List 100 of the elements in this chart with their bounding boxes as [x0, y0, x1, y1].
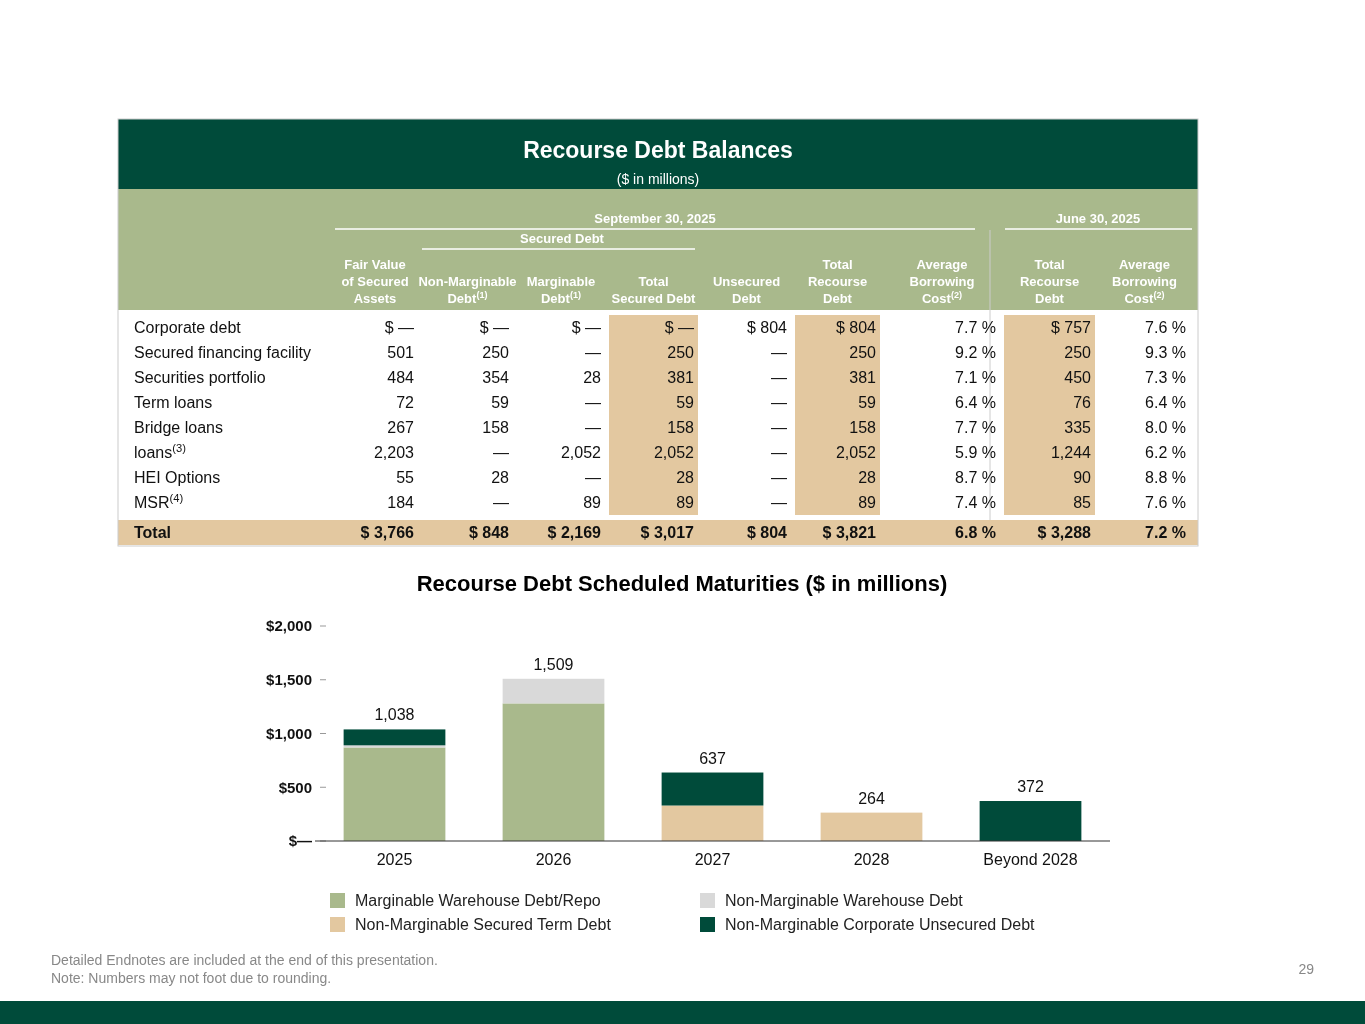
text: $ — — [384, 319, 414, 336]
bar — [661, 805, 764, 841]
data-label: 250 — [667, 344, 695, 361]
y-tick-label: $2,000 — [266, 617, 312, 635]
data-label: 1,244 — [1050, 444, 1092, 461]
chart-subtitle: ($ in millions) — [616, 171, 700, 187]
text: Note: Numbers may not foot due to rounding. — [51, 970, 332, 986]
data-label: 6.4 % — [955, 394, 996, 411]
data-label: 7.1 % — [955, 369, 996, 386]
data-label: $ 757 — [1050, 319, 1092, 336]
data-label: 484 — [387, 369, 415, 386]
y-tick-label: HEI Options — [134, 469, 221, 486]
total-label: 637 — [699, 749, 726, 767]
text: Detailed Endnotes are included at the end of this presentation. — [51, 952, 438, 968]
legend-label: Non-Marginable Corporate Unsecured Debt — [725, 916, 1036, 933]
data-label: 450 — [1064, 369, 1092, 386]
x-tick-label: Total Recourse Debt — [807, 257, 868, 306]
data-label: 7.4 % — [955, 494, 996, 511]
data-label: 9.3 % — [1145, 344, 1186, 361]
data-label: $ 3,288 — [1037, 524, 1092, 541]
text: — — [493, 444, 509, 461]
data-label: 381 — [849, 369, 877, 386]
data-label: 28 — [858, 469, 877, 486]
data-label: 72 — [396, 394, 415, 411]
data-label: 76 — [1073, 394, 1092, 411]
data-label: 158 — [482, 419, 510, 436]
bar — [502, 678, 605, 704]
text: $ — — [664, 319, 694, 336]
total-label: 1,038 — [374, 706, 415, 724]
x-tick-label: Marginable Debt$^{(1)}$ — [526, 274, 596, 306]
x-tick-label: 2027 — [694, 850, 731, 868]
chart-title: Recourse Debt Balances — [523, 137, 793, 163]
data-label: 7.6 % — [1145, 319, 1186, 336]
data-label: 2,203 — [373, 444, 415, 461]
data-label: 335 — [1064, 419, 1092, 436]
x-tick-label: Fair Value of Secured Assets — [341, 257, 409, 306]
text: — — [771, 419, 787, 436]
data-label: 7.7 % — [955, 419, 996, 436]
data-label: 28 — [491, 469, 510, 486]
text: — — [771, 469, 787, 486]
y-tick-label: Term loans — [134, 394, 213, 411]
data-label: 250 — [849, 344, 877, 361]
data-label: 7.2 % — [1145, 524, 1186, 541]
data-label: 354 — [482, 369, 510, 386]
data-label: 28 — [583, 369, 602, 386]
data-label: 250 — [1064, 344, 1092, 361]
data-label: 2,052 — [560, 444, 602, 461]
x-tick-label: Beyond 2028 — [983, 850, 1078, 868]
legend-label: Non-Marginable Secured Term Debt — [355, 916, 612, 933]
y-tick-label: MSR$^{(4)}$ — [134, 492, 184, 511]
text: $ — — [479, 319, 509, 336]
text: — — [493, 494, 509, 511]
bar — [979, 801, 1082, 841]
y-tick-label: $1,000 — [266, 724, 312, 742]
data-label: 59 — [676, 394, 695, 411]
bar — [343, 729, 446, 746]
text: — — [771, 369, 787, 386]
data-label: 55 — [396, 469, 415, 486]
data-label: 9.2 % — [955, 344, 996, 361]
data-label: $ 2,169 — [547, 524, 602, 541]
x-tick-label: Non-Marginable Debt$^{(1)}$ — [418, 274, 517, 306]
data-label: 158 — [667, 419, 695, 436]
data-label: 250 — [482, 344, 510, 361]
bar — [343, 745, 446, 748]
text: June 30, 2025 — [1055, 211, 1141, 226]
data-label: 28 — [676, 469, 695, 486]
y-tick-label: Securities portfolio — [134, 369, 266, 386]
text: — — [771, 494, 787, 511]
text: — — [585, 344, 601, 361]
x-tick-label: 2025 — [376, 850, 413, 868]
x-tick-label: Average Borrowing Cost$^{(2)}$ — [909, 257, 975, 306]
data-label: 6.2 % — [1145, 444, 1186, 461]
x-tick-label: 2026 — [535, 850, 572, 868]
data-label: 381 — [667, 369, 695, 386]
data-label: $ 804 — [746, 319, 788, 336]
text: — — [771, 344, 787, 361]
data-label: $ 804 — [835, 319, 877, 336]
data-label: 7.3 % — [1145, 369, 1186, 386]
data-label: 85 — [1073, 494, 1092, 511]
data-label: 2,052 — [653, 444, 695, 461]
data-label: 267 — [387, 419, 415, 436]
total-label: 264 — [858, 789, 885, 807]
data-label: 158 — [849, 419, 877, 436]
text: — — [771, 394, 787, 411]
text: September 30, 2025 — [594, 211, 716, 226]
data-label: $ 3,017 — [640, 524, 695, 541]
text: 29 — [1298, 961, 1315, 977]
bar — [661, 772, 764, 806]
y-tick-label: Total — [134, 524, 172, 541]
data-label: 184 — [387, 494, 415, 511]
y-tick-label: $500 — [278, 778, 312, 796]
x-tick-label: Average Borrowing Cost$^{(2)}$ — [1112, 257, 1178, 306]
data-label: 89 — [583, 494, 602, 511]
text: — — [585, 419, 601, 436]
data-label: 501 — [387, 344, 415, 361]
data-label: 89 — [676, 494, 695, 511]
data-label: 7.6 % — [1145, 494, 1186, 511]
legend-label: Marginable Warehouse Debt/Repo — [355, 892, 601, 909]
y-tick-label: loans$^{(3)}$ — [134, 442, 187, 461]
bar — [502, 703, 605, 841]
